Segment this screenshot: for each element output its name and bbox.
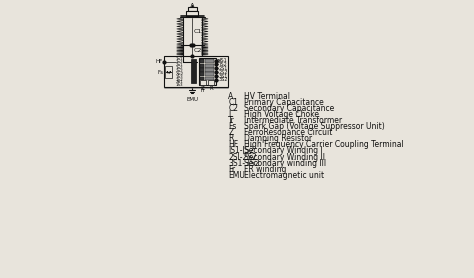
Text: Z: Z [228, 128, 233, 137]
Text: R: R [228, 134, 234, 143]
Bar [200, 59, 203, 63]
Text: L: L [228, 110, 232, 119]
Text: Tr: Tr [217, 59, 221, 64]
Bar [186, 11, 199, 16]
Bar [164, 56, 228, 87]
Text: Spark Gap (Voltage Suppressor Unit): Spark Gap (Voltage Suppressor Unit) [244, 122, 385, 131]
Text: 2S2: 2S2 [219, 70, 228, 75]
Text: IS1: IS1 [219, 58, 227, 63]
Bar [205, 72, 214, 76]
Text: Fr: Fr [200, 88, 205, 93]
Text: Secondary Winding I: Secondary Winding I [244, 147, 323, 155]
Text: Damping Resistor: Damping Resistor [244, 134, 312, 143]
Text: High Frequency Carrier Coupling Terminal: High Frequency Carrier Coupling Terminal [244, 140, 404, 149]
Text: 3S1: 3S1 [219, 74, 228, 79]
Text: R: R [209, 86, 213, 91]
Text: A: A [190, 3, 195, 9]
Text: Z: Z [201, 86, 204, 91]
Text: High Voltage Choke: High Voltage Choke [244, 110, 319, 119]
Bar [205, 76, 214, 80]
Bar [200, 80, 206, 85]
Text: 3S2: 3S2 [219, 78, 228, 82]
Bar [199, 58, 216, 85]
Bar [200, 72, 203, 76]
Text: Electromagnetic unit: Electromagnetic unit [244, 171, 324, 180]
Text: 1a2: 1a2 [176, 66, 183, 70]
Text: Xp2: Xp2 [176, 72, 184, 76]
Text: Fr: Fr [228, 165, 235, 174]
Text: C1: C1 [194, 29, 202, 34]
Text: FerroResonance Circuit: FerroResonance Circuit [244, 128, 333, 137]
Text: 3S1-3S2: 3S1-3S2 [228, 159, 260, 168]
Bar [188, 8, 197, 11]
Bar [200, 76, 203, 80]
Text: C2: C2 [194, 48, 202, 53]
Text: 1a3: 1a3 [176, 83, 183, 87]
Text: C1: C1 [228, 98, 238, 107]
Text: A: A [228, 91, 233, 101]
Text: Secondary winding III: Secondary winding III [244, 159, 326, 168]
Text: EMU: EMU [228, 171, 245, 180]
Text: Secondary Winding II: Secondary Winding II [244, 153, 325, 162]
Text: 1a2: 1a2 [176, 60, 183, 64]
Text: Primary Capacitance: Primary Capacitance [244, 98, 324, 107]
Bar [165, 66, 173, 78]
Text: 2a2: 2a2 [176, 69, 183, 73]
Text: Tr: Tr [228, 116, 235, 125]
Text: EMU: EMU [186, 97, 199, 102]
Text: 1p3: 1p3 [176, 75, 183, 79]
Text: HF: HF [228, 140, 238, 149]
Text: 2S1: 2S1 [219, 66, 228, 71]
Text: Secondary Capacitance: Secondary Capacitance [244, 104, 335, 113]
Text: 2a1: 2a1 [176, 63, 183, 67]
Text: C2: C2 [228, 104, 238, 113]
Bar [208, 80, 214, 85]
Bar [200, 68, 203, 72]
Text: Intermediate Transformer: Intermediate Transformer [244, 116, 342, 125]
Text: 1p2: 1p2 [176, 78, 183, 81]
Text: IS2: IS2 [219, 62, 227, 67]
Text: IS1-IS2: IS1-IS2 [228, 147, 255, 155]
Text: Fs: Fs [228, 122, 237, 131]
Bar [205, 59, 214, 63]
Bar [191, 59, 196, 83]
Bar [200, 64, 203, 68]
Bar [205, 64, 214, 68]
Text: Fs: Fs [157, 70, 163, 75]
Text: HV Terminal: HV Terminal [244, 91, 290, 101]
Text: HF: HF [156, 59, 163, 64]
Text: 2SI-2S2: 2SI-2S2 [228, 153, 257, 162]
Text: FR winding: FR winding [244, 165, 287, 174]
Text: 1a1: 1a1 [176, 58, 183, 61]
Bar [205, 68, 214, 72]
Text: 2p1: 2p1 [176, 80, 183, 85]
